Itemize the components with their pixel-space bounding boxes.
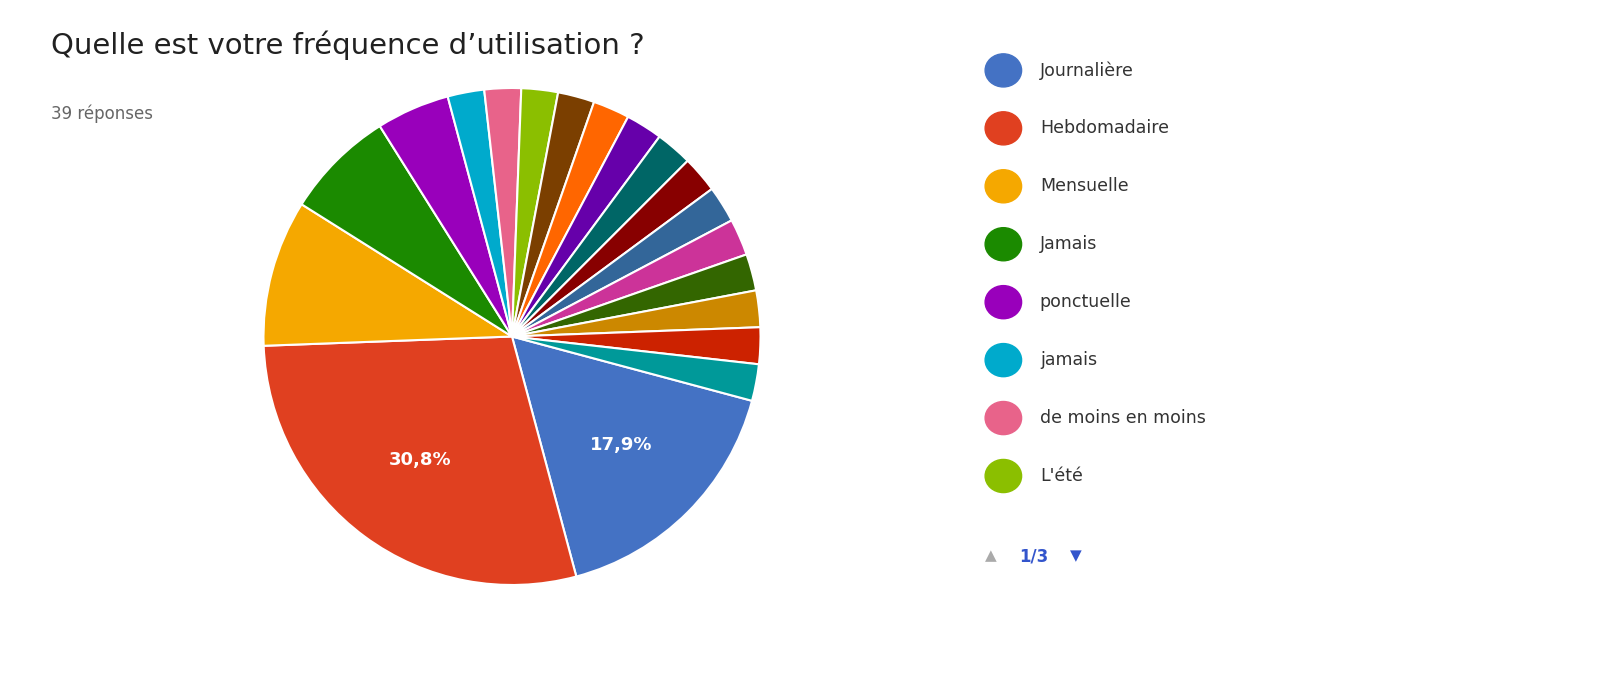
Text: Quelle est votre fréquence d’utilisation ?: Quelle est votre fréquence d’utilisation…	[51, 30, 645, 60]
Wedge shape	[512, 88, 558, 336]
Wedge shape	[512, 290, 760, 336]
Text: ▼: ▼	[1070, 548, 1082, 563]
Wedge shape	[448, 90, 512, 336]
Wedge shape	[264, 336, 576, 585]
Wedge shape	[512, 161, 712, 336]
Wedge shape	[301, 126, 512, 336]
Text: de moins en moins: de moins en moins	[1040, 409, 1206, 427]
Circle shape	[986, 285, 1022, 319]
Circle shape	[986, 112, 1022, 145]
Wedge shape	[512, 327, 760, 364]
Wedge shape	[485, 88, 522, 336]
Circle shape	[986, 402, 1022, 435]
Text: jamais: jamais	[1040, 351, 1098, 369]
Circle shape	[986, 344, 1022, 377]
Text: ponctuelle: ponctuelle	[1040, 293, 1131, 311]
Wedge shape	[512, 137, 688, 336]
Wedge shape	[512, 92, 594, 336]
Circle shape	[986, 460, 1022, 493]
Text: 39 réponses: 39 réponses	[51, 104, 154, 122]
Circle shape	[986, 54, 1022, 87]
Wedge shape	[512, 189, 731, 336]
Text: L'été: L'été	[1040, 467, 1083, 485]
Text: Journalière: Journalière	[1040, 61, 1134, 79]
Wedge shape	[379, 96, 512, 336]
Wedge shape	[512, 254, 757, 336]
Wedge shape	[512, 336, 758, 401]
Wedge shape	[512, 336, 752, 577]
Text: Hebdomadaire: Hebdomadaire	[1040, 119, 1170, 137]
Text: Mensuelle: Mensuelle	[1040, 177, 1128, 195]
Wedge shape	[264, 205, 512, 346]
Text: 17,9%: 17,9%	[590, 437, 653, 454]
Wedge shape	[512, 117, 659, 336]
Circle shape	[986, 227, 1022, 260]
Text: Jamais: Jamais	[1040, 236, 1098, 253]
Text: ▲: ▲	[986, 548, 997, 563]
Text: 1/3: 1/3	[1019, 547, 1048, 565]
Wedge shape	[512, 102, 629, 336]
Circle shape	[986, 170, 1022, 203]
Text: 30,8%: 30,8%	[389, 452, 451, 470]
Wedge shape	[512, 220, 747, 336]
